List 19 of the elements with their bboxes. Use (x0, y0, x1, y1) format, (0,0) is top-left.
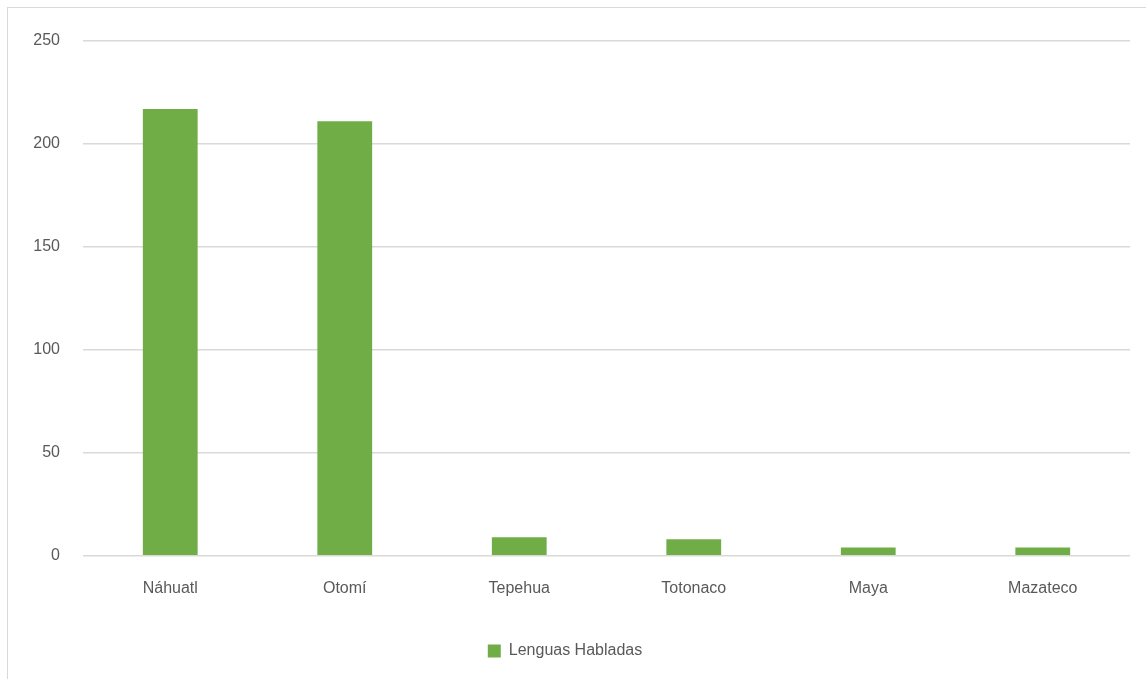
x-tick-label: Tepehua (488, 578, 551, 596)
y-tick-label: 150 (33, 237, 61, 255)
bar (840, 547, 896, 556)
y-tick-label: 0 (51, 546, 61, 564)
x-tick-label: Mazateco (1008, 578, 1078, 596)
y-tick-label: 200 (33, 134, 61, 152)
x-tick-label: Náhuatl (142, 578, 198, 596)
bar (317, 121, 373, 556)
x-tick-label: Totonaco (661, 578, 727, 596)
bar (1015, 547, 1071, 556)
y-tick-label: 100 (33, 340, 61, 358)
bar (666, 539, 722, 556)
bar (142, 108, 198, 556)
x-tick-label: Otomí (322, 578, 368, 596)
x-tick-label: Maya (848, 578, 888, 596)
legend-label: Lenguas Habladas (508, 641, 643, 659)
y-tick-label: 250 (33, 31, 61, 49)
bar (491, 537, 547, 556)
y-tick-label: 50 (42, 443, 61, 461)
